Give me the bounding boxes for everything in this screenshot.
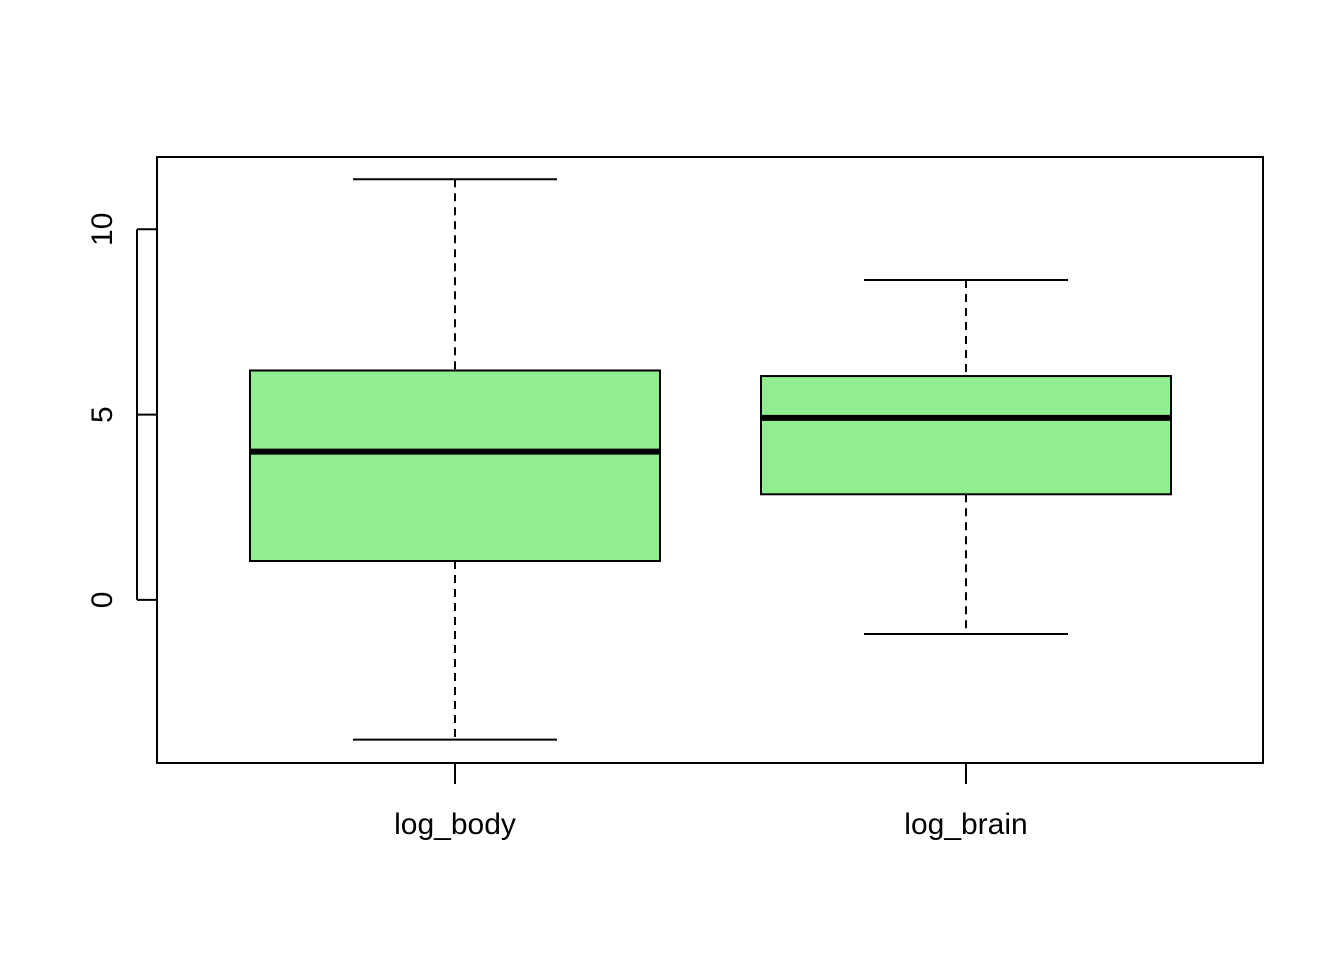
box-log-brain (760, 279, 1172, 636)
plot-border (156, 156, 1264, 764)
y-tick-label: 5 (86, 406, 119, 423)
boxplot-marks (249, 178, 1172, 741)
y-axis: 0 5 10 (86, 213, 157, 609)
x-tick-label: log_body (394, 808, 516, 841)
y-tick-label: 10 (86, 213, 119, 246)
iqr-box-log-brain (760, 375, 1172, 496)
x-axis: log_body log_brain (394, 763, 1028, 841)
x-tick-label: log_brain (904, 808, 1027, 841)
y-tick-label: 0 (86, 592, 119, 609)
iqr-box-log-body (249, 369, 661, 562)
box-log-body (249, 178, 661, 741)
